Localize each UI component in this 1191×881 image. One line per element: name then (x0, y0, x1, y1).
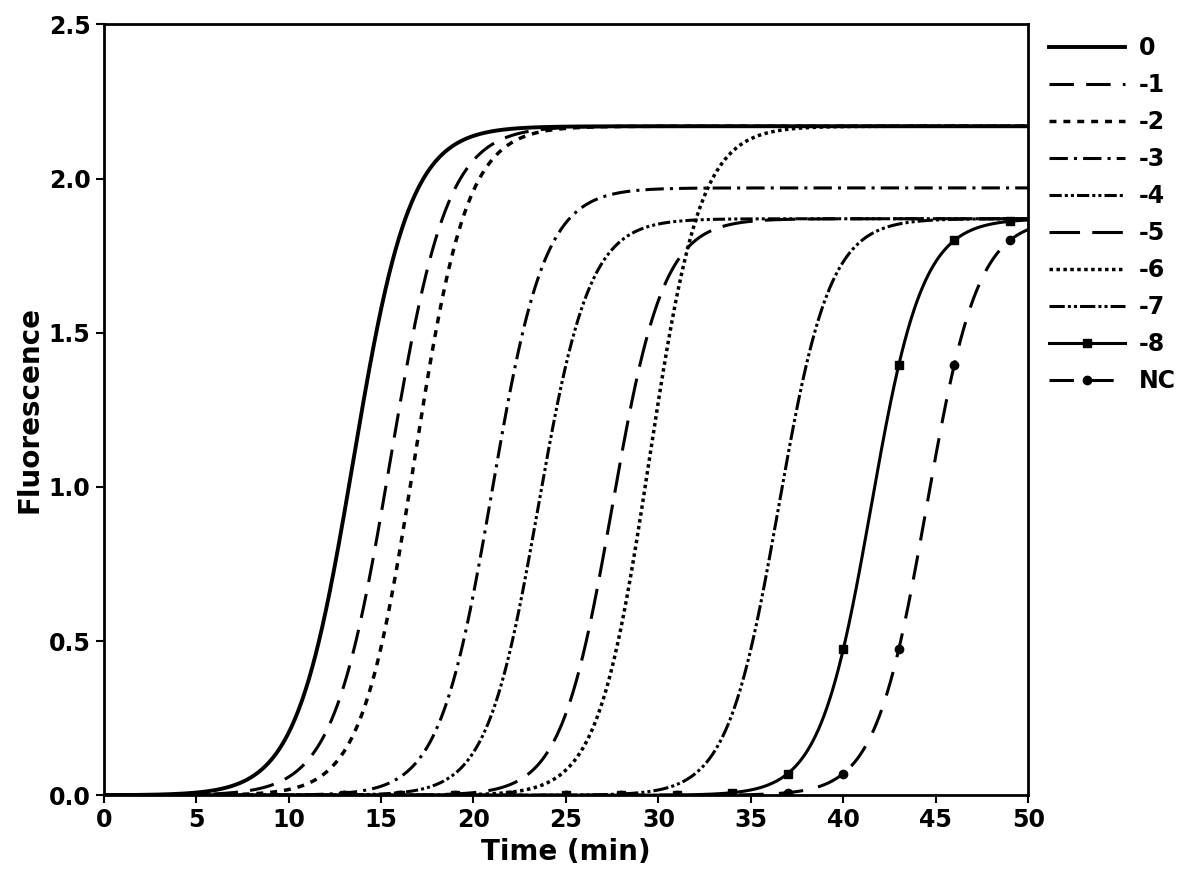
X-axis label: Time (min): Time (min) (481, 838, 650, 866)
Legend: 0, -1, -2, -3, -4, -5, -6, -7, -8, NC: 0, -1, -2, -3, -4, -5, -6, -7, -8, NC (1049, 36, 1176, 393)
Y-axis label: Fluorescence: Fluorescence (15, 307, 43, 514)
